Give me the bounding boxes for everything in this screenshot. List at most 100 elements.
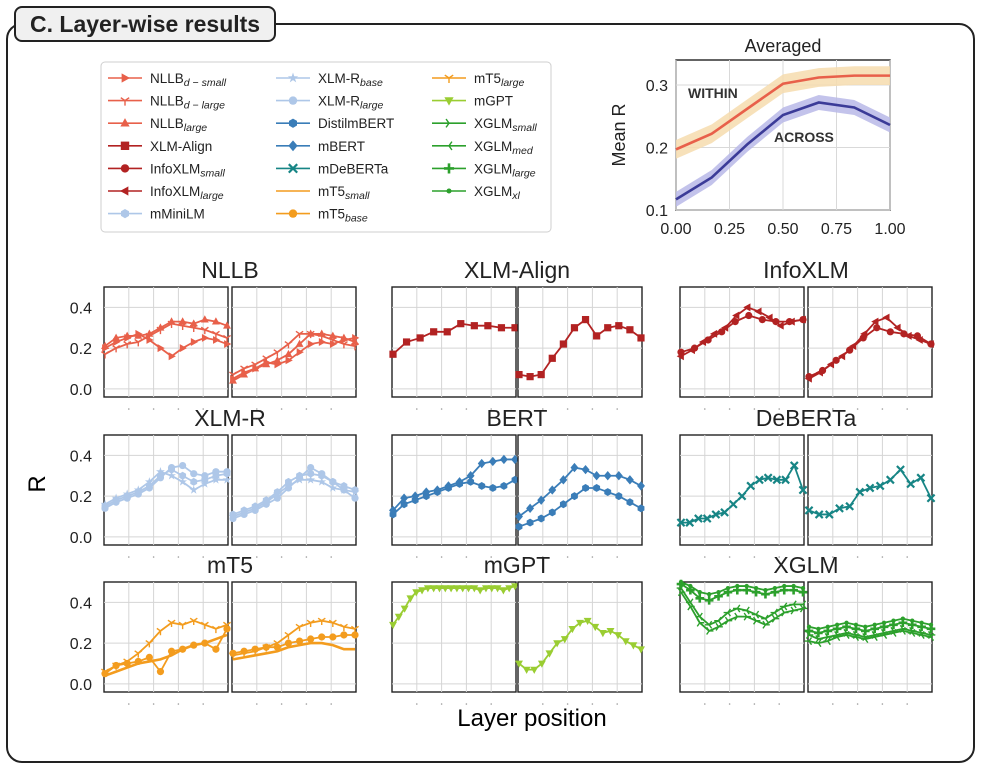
data-point	[339, 623, 348, 632]
data-point	[545, 650, 554, 658]
data-point	[189, 485, 199, 494]
data-point	[714, 616, 722, 625]
data-point	[734, 612, 742, 621]
data-point	[228, 652, 238, 660]
x-tick-mark	[280, 556, 283, 558]
panel-plot-area	[231, 434, 357, 546]
x-tick-mark	[906, 703, 908, 705]
legend-item: InfoXLMlarge	[108, 184, 224, 202]
data-point	[637, 334, 645, 342]
x-tick-mark	[177, 408, 180, 410]
data-point	[134, 657, 142, 666]
data-point	[737, 491, 747, 501]
data-point	[875, 481, 885, 491]
data-point	[251, 506, 259, 514]
data-point	[240, 370, 249, 378]
data-point	[200, 315, 209, 323]
data-point	[211, 330, 220, 339]
legend-item: mBERT	[276, 139, 365, 154]
data-point	[915, 336, 923, 344]
data-point	[273, 494, 281, 502]
data-point	[882, 313, 890, 322]
data-point	[790, 606, 798, 615]
data-point	[637, 504, 645, 513]
data-point	[553, 640, 562, 648]
x-tick-mark	[280, 408, 283, 410]
x-tick-mark	[616, 703, 618, 705]
data-point	[845, 501, 855, 511]
data-point	[825, 624, 830, 629]
x-tick-mark	[202, 408, 204, 410]
data-point	[134, 338, 143, 347]
data-point	[582, 484, 589, 492]
legend-label: mGPT	[474, 94, 513, 109]
data-point	[581, 315, 590, 324]
data-point	[481, 585, 490, 593]
x-tick-mark	[152, 408, 155, 410]
x-tick-mark	[616, 556, 618, 558]
data-point	[626, 498, 634, 507]
data-point	[422, 487, 431, 497]
data-point	[804, 374, 812, 383]
data-point	[515, 660, 523, 668]
y-tick-label: 0.2	[646, 141, 668, 158]
panel-deberta-right	[804, 434, 936, 558]
panel-plot-area	[807, 286, 933, 398]
x-tick-mark	[440, 408, 443, 410]
panel-plot-area	[391, 581, 517, 693]
x-tick-mark	[490, 703, 493, 705]
data-point	[615, 322, 623, 330]
data-point	[832, 632, 841, 642]
data-point	[798, 315, 806, 324]
legend-item: NLLBd − small	[108, 71, 227, 89]
data-point	[317, 477, 327, 486]
data-point	[849, 342, 857, 351]
x-tick-mark	[465, 408, 468, 410]
data-point	[754, 307, 762, 316]
legend-label: mT5base	[318, 207, 368, 225]
x-tick-mark	[566, 703, 569, 705]
data-point	[698, 338, 707, 346]
data-point	[560, 636, 569, 644]
x-tick-mark	[416, 703, 418, 705]
panel-title: BERT	[487, 405, 548, 431]
y-tick-label: 0.0	[70, 530, 92, 547]
data-point	[771, 614, 780, 623]
data-point	[189, 319, 198, 327]
data-point	[441, 585, 450, 593]
data-point	[100, 499, 110, 509]
data-point	[500, 481, 508, 490]
data-point	[412, 589, 421, 597]
data-point	[814, 639, 822, 648]
data-point	[262, 360, 271, 368]
data-point	[806, 624, 812, 629]
x-tick-mark	[465, 703, 468, 705]
x-tick-mark	[753, 556, 756, 558]
data-point	[720, 508, 729, 517]
x-tick-mark	[616, 408, 618, 410]
data-point	[487, 585, 496, 593]
data-point	[511, 583, 519, 591]
x-tick-mark	[128, 703, 130, 705]
data-point	[548, 508, 556, 517]
data-point	[157, 344, 165, 353]
legend-item: XGLMmed	[432, 139, 534, 157]
legend-marker	[120, 118, 130, 127]
data-point	[499, 587, 508, 595]
legend-label: XLM-Rbase	[318, 71, 383, 89]
data-point	[111, 493, 121, 502]
data-point	[146, 336, 154, 344]
x-tick-mark	[440, 556, 443, 558]
data-point	[904, 331, 912, 340]
data-point	[284, 639, 293, 647]
legend-marker	[445, 118, 455, 128]
data-point	[478, 481, 486, 490]
data-point	[570, 324, 579, 332]
data-point	[728, 499, 738, 509]
x-tick-mark	[255, 408, 258, 410]
data-point	[251, 648, 260, 656]
x-tick-mark	[856, 408, 859, 410]
x-tick-mark	[128, 556, 130, 558]
data-point	[429, 585, 438, 593]
